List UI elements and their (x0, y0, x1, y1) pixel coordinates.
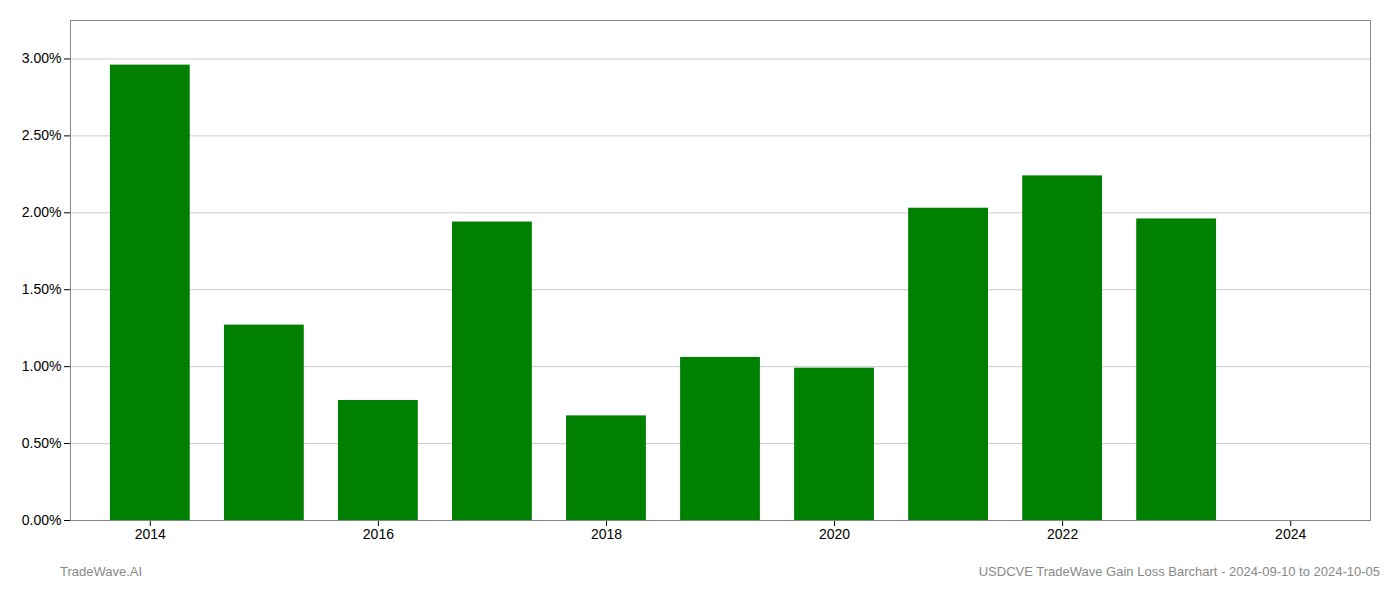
svg-text:0.00%: 0.00% (22, 512, 62, 528)
html-text:USDCVE TradeWave Gain Loss Bar: USDCVE TradeWave Gain Loss Barchart - 20… (978, 564, 1380, 579)
svg-text:3.00%: 3.00% (22, 50, 62, 66)
svg-text:0.50%: 0.50% (22, 435, 62, 451)
html-text:TradeWave.AI: TradeWave.AI (60, 564, 143, 579)
svg-text:2024: 2024 (1275, 526, 1306, 542)
svg-text:2.00%: 2.00% (22, 204, 62, 220)
svg-text:2.50%: 2.50% (22, 127, 62, 143)
svg-text:2016: 2016 (363, 526, 394, 542)
svg-text:2020: 2020 (819, 526, 850, 542)
svg-text:1.00%: 1.00% (22, 358, 62, 374)
svg-text:2022: 2022 (1047, 526, 1078, 542)
svg-text:2014: 2014 (135, 526, 166, 542)
svg-text:2018: 2018 (591, 526, 622, 542)
svg-text:1.50%: 1.50% (22, 281, 62, 297)
